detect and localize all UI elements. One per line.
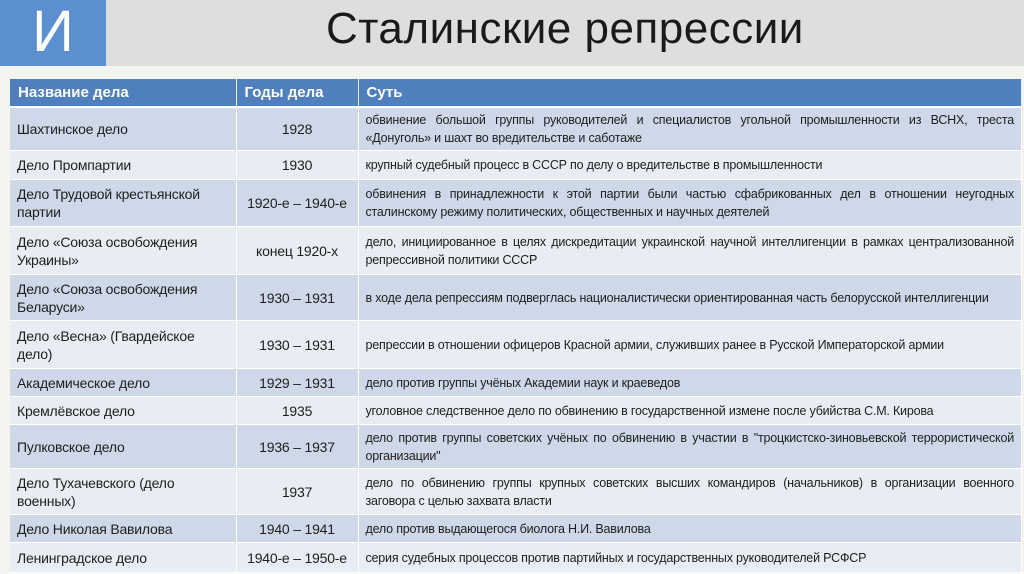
table-row: Кремлёвское дело 1935 уголовное следственн… bbox=[10, 396, 1022, 425]
case-years: 1935 bbox=[236, 396, 359, 425]
case-name: Дело Тухачевского (дело военных) bbox=[10, 468, 237, 515]
repressions-table: Название дела Годы дела Суть Шахтинское … bbox=[10, 79, 1022, 573]
table-header-row: Название дела Годы дела Суть bbox=[10, 79, 1022, 108]
table-row: Дело «Весна» (Гвардейское дело) 1930 – 19… bbox=[10, 320, 1022, 369]
case-years: 1930 bbox=[236, 150, 359, 180]
case-essence: обвинение большой группы руководителей и… bbox=[358, 107, 1022, 151]
table-row: Дело Тухачевского (дело военных) 1937 дело… bbox=[10, 468, 1022, 515]
case-name: Пулковское дело bbox=[10, 424, 237, 469]
table-row: Шахтинское дело 1928 обвинение большой гру… bbox=[10, 107, 1022, 151]
case-essence: крупный судебный процесс в СССР по делу … bbox=[358, 150, 1022, 180]
case-years: 1920-е – 1940-е bbox=[236, 179, 359, 227]
table-row: Дело «Союза освобождения Беларуси» 1930 –… bbox=[10, 274, 1022, 321]
case-name: Дело Николая Вавилова bbox=[10, 514, 237, 543]
title-bar: И Сталинские репрессии bbox=[0, 0, 1024, 66]
table-row: Дело Трудовой крестьянской партии 1920-е … bbox=[10, 179, 1022, 227]
case-years: 1928 bbox=[236, 107, 359, 151]
case-years: 1940 – 1941 bbox=[236, 514, 359, 543]
case-name: Шахтинское дело bbox=[10, 107, 237, 151]
case-name: Дело Трудовой крестьянской партии bbox=[10, 179, 237, 227]
table-row: Дело «Союза освобождения Украины» конец 1… bbox=[10, 226, 1022, 275]
slide-title: Сталинские репрессии bbox=[326, 4, 804, 53]
case-essence: дело по обвинению группы крупных советск… bbox=[358, 468, 1022, 515]
case-years: 1937 bbox=[236, 468, 359, 515]
case-name: Кремлёвское дело bbox=[10, 396, 237, 425]
table-row: Ленинградское дело 1940-е – 1950-е серия с… bbox=[10, 542, 1022, 573]
case-years: 1930 – 1931 bbox=[236, 320, 359, 369]
table-row: Академическое дело 1929 – 1931 дело против… bbox=[10, 368, 1022, 397]
case-essence: в ходе дела репрессиям подверглась нацио… bbox=[358, 274, 1022, 321]
case-essence: дело против группы учёных Академии наук … bbox=[358, 368, 1022, 397]
table-row: Пулковское дело 1936 – 1937 дело против гр… bbox=[10, 424, 1022, 469]
case-essence: серия судебных процессов против партийны… bbox=[358, 542, 1022, 573]
case-years: 1940-е – 1950-е bbox=[236, 542, 359, 573]
header-essence: Суть bbox=[358, 79, 1022, 108]
header-name: Название дела bbox=[10, 79, 237, 108]
logo-badge: И bbox=[0, 0, 106, 66]
case-name: Дело «Союза освобождения Беларуси» bbox=[10, 274, 237, 321]
case-years: 1930 – 1931 bbox=[236, 274, 359, 321]
case-name: Дело «Весна» (Гвардейское дело) bbox=[10, 320, 237, 369]
table-row: Дело Промпартии 1930 крупный судебный проц… bbox=[10, 150, 1022, 180]
case-essence: репрессии в отношении офицеров Красной а… bbox=[358, 320, 1022, 369]
case-name: Академическое дело bbox=[10, 368, 237, 397]
case-name: Ленинградское дело bbox=[10, 542, 237, 573]
case-years: 1929 – 1931 bbox=[236, 368, 359, 397]
case-essence: дело против группы советских учёных по о… bbox=[358, 424, 1022, 469]
case-essence: дело против выдающегося биолога Н.И. Вав… bbox=[358, 514, 1022, 543]
case-essence: дело, инициированное в целях дискредитац… bbox=[358, 226, 1022, 275]
case-years: 1936 – 1937 bbox=[236, 424, 359, 469]
header-years: Годы дела bbox=[236, 79, 359, 108]
case-name: Дело «Союза освобождения Украины» bbox=[10, 226, 237, 275]
case-name: Дело Промпартии bbox=[10, 150, 237, 180]
table-row: Дело Николая Вавилова 1940 – 1941 дело про… bbox=[10, 514, 1022, 543]
case-essence: уголовное следственное дело по обвинению… bbox=[358, 396, 1022, 425]
case-essence: обвинения в принадлежности к этой партии… bbox=[358, 179, 1022, 227]
case-years: конец 1920-х bbox=[236, 226, 359, 275]
